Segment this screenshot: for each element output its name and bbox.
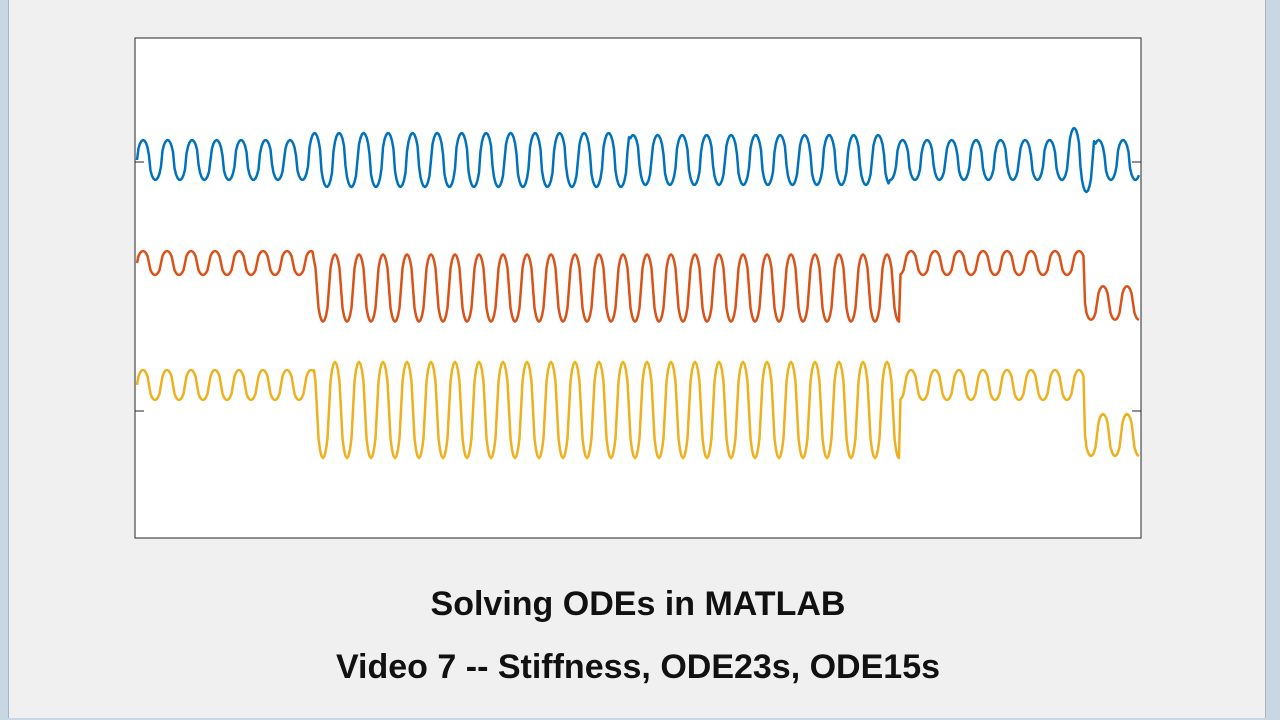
plot-area [134,37,1142,539]
series-line-blue [135,126,1141,194]
axes-box [134,37,1142,539]
figure-window: Solving ODEs in MATLAB Video 7 -- Stiffn… [8,0,1266,718]
series-line-yellow [135,360,1140,460]
caption-subtitle: Video 7 -- Stiffness, ODE23s, ODE15s [335,648,941,686]
caption-title: Solving ODEs in MATLAB [430,585,846,623]
series-line-orange [135,249,1140,323]
